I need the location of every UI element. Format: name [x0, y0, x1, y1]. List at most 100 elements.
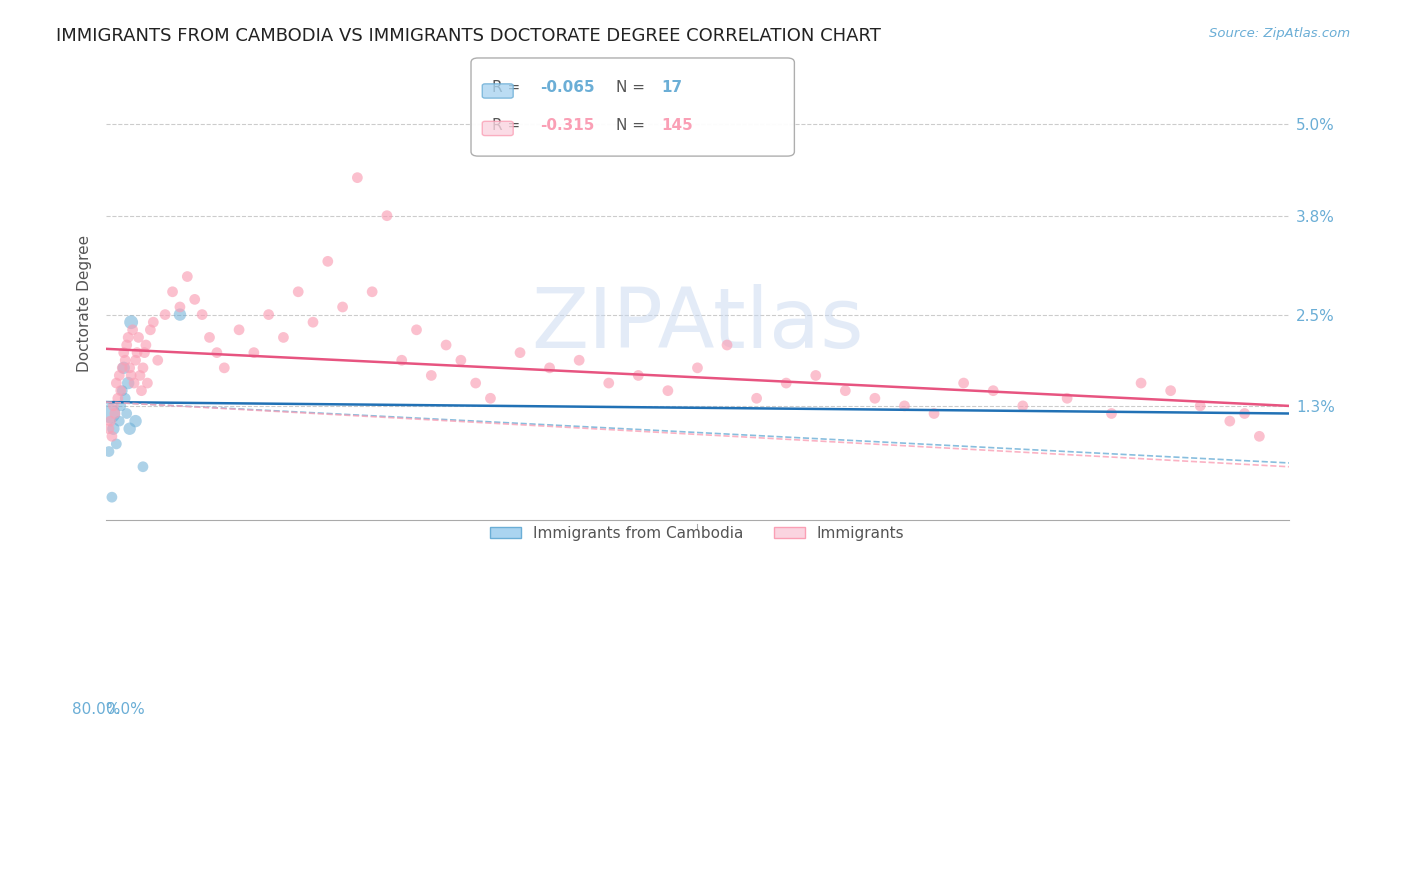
Point — [863, 392, 886, 406]
Point — [108, 368, 131, 383]
Point — [1011, 399, 1033, 413]
Point — [124, 414, 146, 428]
Point — [1249, 429, 1271, 443]
Point — [922, 407, 945, 421]
Point — [952, 376, 974, 390]
Point — [1101, 407, 1123, 421]
Point — [142, 315, 165, 329]
Point — [103, 399, 125, 413]
Point — [118, 422, 141, 436]
Point — [716, 338, 738, 352]
Text: Source: ZipAtlas.com: Source: ZipAtlas.com — [1209, 27, 1350, 40]
Point — [1189, 399, 1212, 413]
Point — [375, 209, 398, 223]
Text: N =: N = — [616, 118, 650, 133]
Text: IMMIGRANTS FROM CAMBODIA VS IMMIGRANTS DOCTORATE DEGREE CORRELATION CHART: IMMIGRANTS FROM CAMBODIA VS IMMIGRANTS D… — [56, 27, 882, 45]
Point — [101, 490, 124, 504]
Point — [107, 392, 129, 406]
Text: R =: R = — [492, 118, 526, 133]
Text: -0.315: -0.315 — [540, 118, 595, 133]
Text: 17: 17 — [661, 80, 682, 95]
Text: R =: R = — [492, 80, 526, 95]
Point — [745, 392, 768, 406]
Point — [169, 300, 191, 314]
Point — [114, 353, 136, 368]
Point — [135, 338, 157, 352]
Point — [129, 368, 152, 383]
Point — [100, 407, 122, 421]
Point — [139, 323, 162, 337]
Point — [214, 360, 236, 375]
Point — [420, 368, 443, 383]
Text: 0.0%: 0.0% — [105, 702, 145, 717]
Point — [120, 368, 142, 383]
Point — [162, 285, 184, 299]
Point — [316, 254, 339, 268]
Point — [191, 308, 214, 322]
Point — [243, 345, 266, 359]
Point — [111, 360, 134, 375]
Point — [346, 170, 368, 185]
Point — [598, 376, 620, 390]
Point — [124, 353, 146, 368]
Point — [112, 345, 135, 359]
Point — [101, 429, 124, 443]
Point — [136, 376, 159, 390]
Point — [146, 353, 169, 368]
Point — [183, 293, 205, 307]
Text: 80.0%: 80.0% — [72, 702, 121, 717]
Point — [893, 399, 915, 413]
Point — [198, 330, 221, 344]
Point — [112, 360, 135, 375]
Point — [131, 384, 153, 398]
Point — [568, 353, 591, 368]
Point — [125, 345, 148, 359]
Point — [509, 345, 531, 359]
Point — [110, 399, 132, 413]
Point — [434, 338, 457, 352]
Point — [110, 384, 132, 398]
Point — [804, 368, 827, 383]
Point — [834, 384, 856, 398]
Point — [169, 308, 191, 322]
Point — [100, 414, 122, 428]
Point — [104, 407, 127, 421]
Text: ZIPAtlas: ZIPAtlas — [531, 285, 863, 366]
Point — [134, 345, 156, 359]
Text: -0.065: -0.065 — [540, 80, 595, 95]
Point — [205, 345, 228, 359]
Point — [450, 353, 472, 368]
Point — [132, 360, 155, 375]
Point — [1056, 392, 1078, 406]
Point — [120, 315, 142, 329]
Point — [287, 285, 309, 299]
Point — [153, 308, 176, 322]
Point — [391, 353, 413, 368]
Point — [103, 422, 125, 436]
Text: 145: 145 — [661, 118, 693, 133]
Point — [115, 338, 138, 352]
Point — [1219, 414, 1241, 428]
Point — [114, 392, 136, 406]
Point — [228, 323, 250, 337]
Point — [479, 392, 502, 406]
Point — [105, 376, 128, 390]
Point — [405, 323, 427, 337]
Point — [132, 459, 155, 474]
Point — [121, 323, 143, 337]
Point — [1130, 376, 1153, 390]
Text: N =: N = — [616, 80, 650, 95]
Point — [538, 360, 561, 375]
Legend: Immigrants from Cambodia, Immigrants: Immigrants from Cambodia, Immigrants — [484, 520, 911, 547]
Point — [117, 376, 139, 390]
Point — [122, 376, 145, 390]
Point — [332, 300, 354, 314]
Point — [108, 414, 131, 428]
Point — [361, 285, 384, 299]
Point — [775, 376, 797, 390]
Point — [97, 444, 120, 458]
Point — [1233, 407, 1256, 421]
Point — [257, 308, 280, 322]
Point — [273, 330, 295, 344]
Point — [302, 315, 325, 329]
